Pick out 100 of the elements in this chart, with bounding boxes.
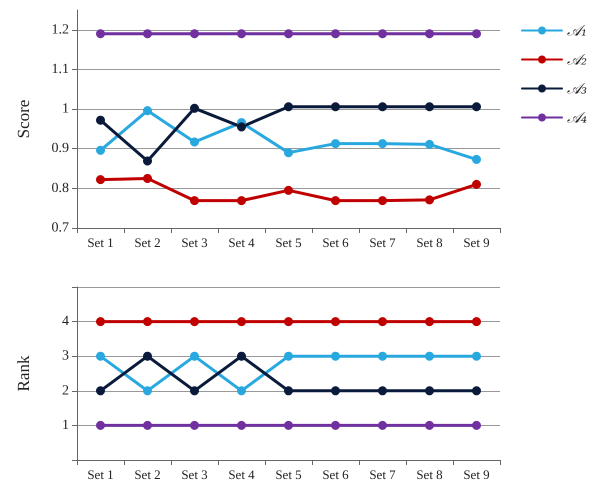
point [425,195,434,204]
point [96,386,105,396]
point [425,102,434,112]
point [96,317,105,326]
point [143,420,152,430]
point [190,104,199,113]
point [425,420,434,430]
point [284,29,293,38]
point [425,140,434,149]
x-tick-label: Set 9 [463,235,490,250]
point [378,29,387,38]
legend-label: 𝒜₄ [566,108,587,126]
point [237,386,246,396]
point [237,122,246,132]
x-tick-label: Set 2 [134,235,161,250]
y-tick-label: 1 [62,102,69,117]
point [425,29,434,38]
x-tick-label: Set 6 [322,235,350,250]
point [378,352,387,361]
point [237,317,246,326]
point [472,102,481,112]
x-tick-label: Set 8 [416,467,443,482]
point [331,386,340,396]
point [378,139,387,148]
point [425,352,434,361]
point [284,102,293,112]
point [472,154,481,164]
x-tick-label: Set 1 [87,467,114,482]
y-tick-label: 1 [62,418,69,433]
point [331,352,340,361]
point [284,352,293,361]
point [96,420,105,430]
point [96,352,105,361]
legend-label: 𝒜₁ [566,22,587,40]
x-tick-label: Set 8 [416,235,443,250]
point [190,317,199,326]
point [237,29,246,38]
point [378,420,387,430]
point [143,386,152,396]
y-axis-title: Rank [14,355,33,392]
point [425,386,434,396]
point [284,420,293,430]
point [425,317,434,326]
y-tick-label: 0.7 [52,220,69,236]
point [143,106,152,116]
point [331,139,340,148]
point [472,386,481,396]
x-tick-label: Set 7 [369,235,396,250]
point [331,29,340,38]
point [96,146,105,155]
y-tick-label: 1.2 [52,22,69,38]
legend-label: 𝒜₃ [566,80,587,98]
point [472,352,481,361]
x-tick-label: Set 3 [181,235,208,250]
y-tick-label: 0.9 [52,141,69,156]
point [331,317,340,326]
y-tick-label: 0.8 [52,180,69,196]
point [237,352,246,361]
x-tick-label: Set 5 [275,235,302,250]
point [378,102,387,112]
point [378,386,387,396]
x-tick-label: Set 2 [134,467,161,482]
x-tick-label: Set 5 [275,467,302,482]
point [190,196,199,206]
point [143,317,152,326]
point [331,102,340,112]
y-tick-label: 4 [62,314,69,330]
point [284,317,293,326]
x-tick-label: Set 7 [369,467,396,482]
point [190,29,199,38]
point [284,148,293,158]
x-tick-label: Set 1 [87,235,114,250]
y-tick-label: 2 [62,383,69,398]
x-tick-label: Set 3 [181,467,208,482]
y-tick-label: 3 [62,348,69,364]
point [378,196,387,206]
point [143,156,152,166]
point [378,317,387,326]
x-tick-label: Set 9 [463,467,490,482]
legend-label: 𝒜₂ [566,50,587,68]
point [331,420,340,430]
point [143,29,152,38]
point [472,420,481,430]
y-tick-label: 1.1 [52,62,69,77]
point [472,317,481,326]
point [284,186,293,195]
point [190,420,199,430]
point [96,116,105,125]
point [472,29,481,38]
point [190,137,199,146]
point [96,29,105,38]
x-tick-label: Set 6 [322,467,350,482]
point [237,196,246,206]
x-tick-label: Set 4 [228,235,256,250]
x-tick-label: Set 4 [228,467,256,482]
y-axis-title: Score [14,100,33,138]
point [190,386,199,396]
point [331,196,340,206]
point [96,175,105,184]
point [472,180,481,189]
